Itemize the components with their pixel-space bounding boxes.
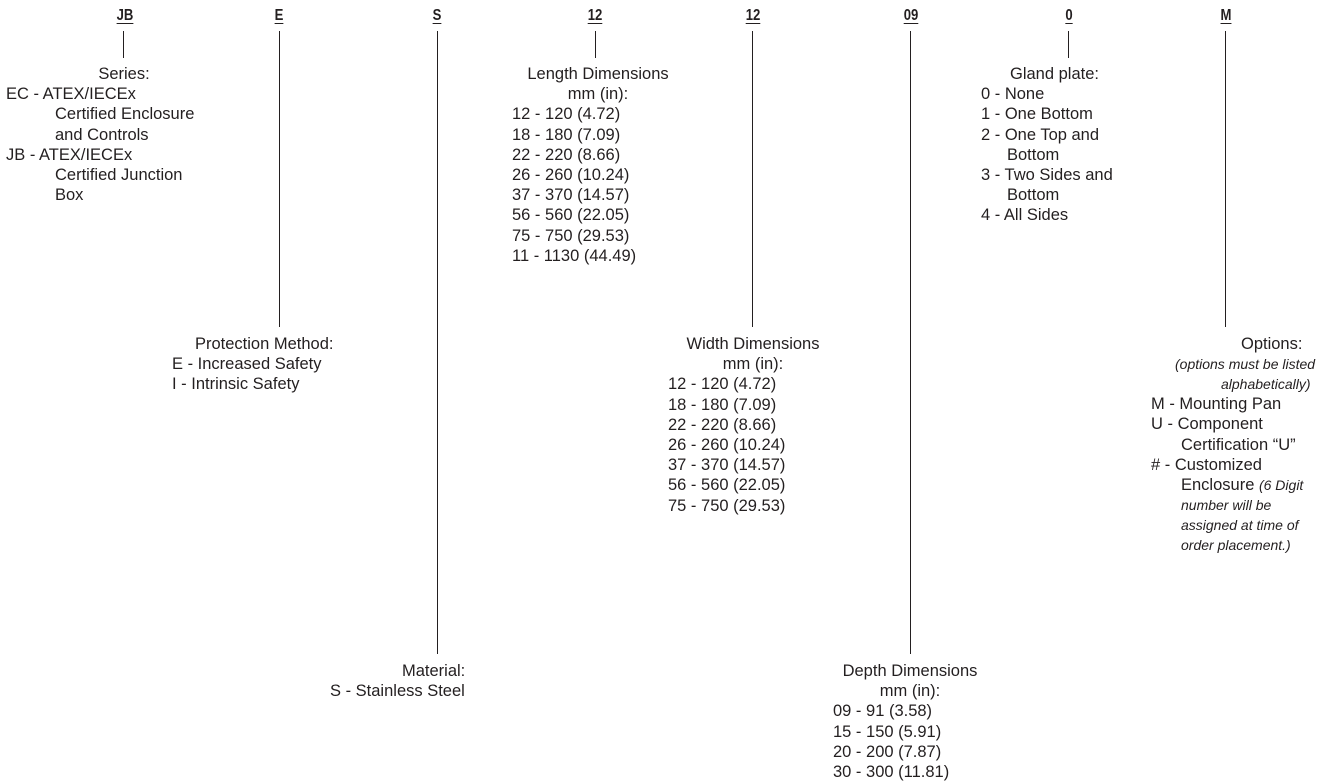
length-item: 11 - 1130 (44.49) [512, 246, 637, 265]
length-item: 18 - 180 (7.09) [512, 125, 621, 144]
depth-heading: Depth Dimensions [842, 662, 978, 680]
options-item: Enclosure (6 Digit [1141, 475, 1327, 495]
gland-item-line: 2 - One Top and [981, 125, 1100, 144]
code-material: S [432, 7, 442, 24]
options-item-note: order placement.) [1181, 537, 1291, 554]
code-options: M [1220, 7, 1232, 24]
material-block: Material: S - Stainless Steel [330, 661, 550, 701]
gland-item-line: Bottom [1007, 145, 1060, 164]
connector-width [752, 31, 753, 327]
protection-item: I - Intrinsic Safety [172, 375, 300, 394]
connector-gland [1068, 31, 1069, 58]
depth-list: 09 - 91 (3.58) 15 - 150 (5.91) 20 - 200 … [818, 701, 1008, 782]
depth-item: 20 - 200 (7.87) [833, 742, 942, 761]
width-item: 37 - 370 (14.57) [668, 456, 786, 475]
code-gland: 0 [1065, 7, 1073, 24]
options-note: (options must be listed [1175, 356, 1316, 373]
depth-subheading: mm (in): [879, 682, 941, 701]
connector-series [123, 31, 124, 58]
connector-material [437, 31, 438, 654]
length-item: 56 - 560 (22.05) [512, 206, 630, 225]
protection-list: E - Increased Safety I - Intrinsic Safet… [172, 354, 382, 394]
options-note: alphabetically) [1221, 376, 1311, 393]
options-block: Options: (options must be listed alphabe… [1141, 334, 1327, 555]
depth-block: Depth Dimensions mm (in): 09 - 91 (3.58)… [818, 661, 1008, 782]
series-item-desc: Certified Junction [55, 166, 183, 185]
width-block: Width Dimensions mm (in): 12 - 120 (4.72… [658, 334, 848, 516]
connector-depth [910, 31, 911, 654]
code-width: 12 [745, 7, 761, 24]
code-depth: 09 [903, 7, 919, 24]
series-item: EC - ATEX/IECEx Certified Enclosure and … [6, 84, 246, 145]
series-item-code: EC - ATEX/IECEx [6, 85, 136, 104]
length-heading: Length Dimensions [527, 65, 669, 83]
series-item-desc: and Controls [55, 125, 149, 144]
length-subheading: mm (in): [567, 85, 629, 104]
protection-item: E - Increased Safety [172, 355, 322, 374]
width-item: 56 - 560 (22.05) [668, 476, 786, 495]
gland-item-line: Bottom [1007, 186, 1060, 205]
length-item: 37 - 370 (14.57) [512, 186, 630, 205]
options-item: Certification “U” [1181, 435, 1296, 454]
gland-block: Gland plate: 0 - None 1 - One Bottom 2 -… [980, 64, 1180, 226]
gland-item-line: 3 - Two Sides and [981, 166, 1113, 185]
options-item-text: Enclosure [1181, 476, 1255, 495]
series-item-desc: Certified Enclosure [55, 105, 195, 124]
options-item-note: (6 Digit [1258, 477, 1304, 494]
series-heading: Series: [98, 65, 150, 83]
options-item: # - Customized [1151, 455, 1262, 474]
options-item: U - Component [1151, 415, 1263, 434]
material-list: S - Stainless Steel [330, 681, 550, 701]
options-item-note: assigned at time of [1181, 517, 1299, 534]
options-item-note: number will be [1181, 497, 1272, 514]
series-item-desc: Box [55, 186, 84, 205]
connector-options [1225, 31, 1226, 327]
gland-item: 2 - One Top and Bottom [981, 125, 1180, 165]
gland-list: 0 - None 1 - One Bottom 2 - One Top and … [980, 84, 1180, 225]
width-subheading: mm (in): [722, 355, 784, 374]
length-item: 75 - 750 (29.53) [512, 226, 630, 245]
connector-length [595, 31, 596, 58]
protection-block: Protection Method: E - Increased Safety … [172, 334, 382, 395]
code-length: 12 [587, 7, 603, 24]
code-protection: E [274, 7, 284, 24]
series-list: EC - ATEX/IECEx Certified Enclosure and … [6, 84, 246, 205]
options-item: M - Mounting Pan [1151, 395, 1282, 414]
width-item: 75 - 750 (29.53) [668, 496, 786, 515]
series-block: Series: EC - ATEX/IECEx Certified Enclos… [6, 64, 246, 205]
length-list: 12 - 120 (4.72) 18 - 180 (7.09) 22 - 220… [503, 104, 693, 266]
material-heading: Material: [402, 662, 466, 680]
depth-item: 30 - 300 (11.81) [833, 763, 950, 782]
length-block: Length Dimensions mm (in): 12 - 120 (4.7… [503, 64, 693, 266]
connector-protection [279, 31, 280, 327]
options-heading: Options: [1241, 335, 1303, 353]
width-heading: Width Dimensions [686, 335, 820, 353]
depth-item: 15 - 150 (5.91) [833, 722, 942, 741]
series-item-code: JB - ATEX/IECEx [6, 145, 133, 164]
length-item: 26 - 260 (10.24) [512, 166, 630, 185]
gland-item: 3 - Two Sides and Bottom [981, 165, 1180, 205]
protection-heading: Protection Method: [195, 335, 334, 353]
width-list: 12 - 120 (4.72) 18 - 180 (7.09) 22 - 220… [658, 374, 848, 515]
length-item: 22 - 220 (8.66) [512, 145, 621, 164]
series-item: JB - ATEX/IECEx Certified Junction Box [6, 145, 246, 206]
gland-heading: Gland plate: [1010, 65, 1099, 83]
width-item: 12 - 120 (4.72) [668, 375, 777, 394]
code-series: JB [116, 7, 134, 24]
material-item: S - Stainless Steel [330, 682, 465, 701]
gland-item: 0 - None [981, 85, 1045, 104]
width-item: 22 - 220 (8.66) [668, 415, 777, 434]
gland-item: 4 - All Sides [981, 206, 1069, 225]
gland-item: 1 - One Bottom [981, 105, 1093, 124]
width-item: 18 - 180 (7.09) [668, 395, 777, 414]
depth-item: 09 - 91 (3.58) [833, 702, 933, 721]
length-item: 12 - 120 (4.72) [512, 105, 621, 124]
width-item: 26 - 260 (10.24) [668, 436, 786, 455]
